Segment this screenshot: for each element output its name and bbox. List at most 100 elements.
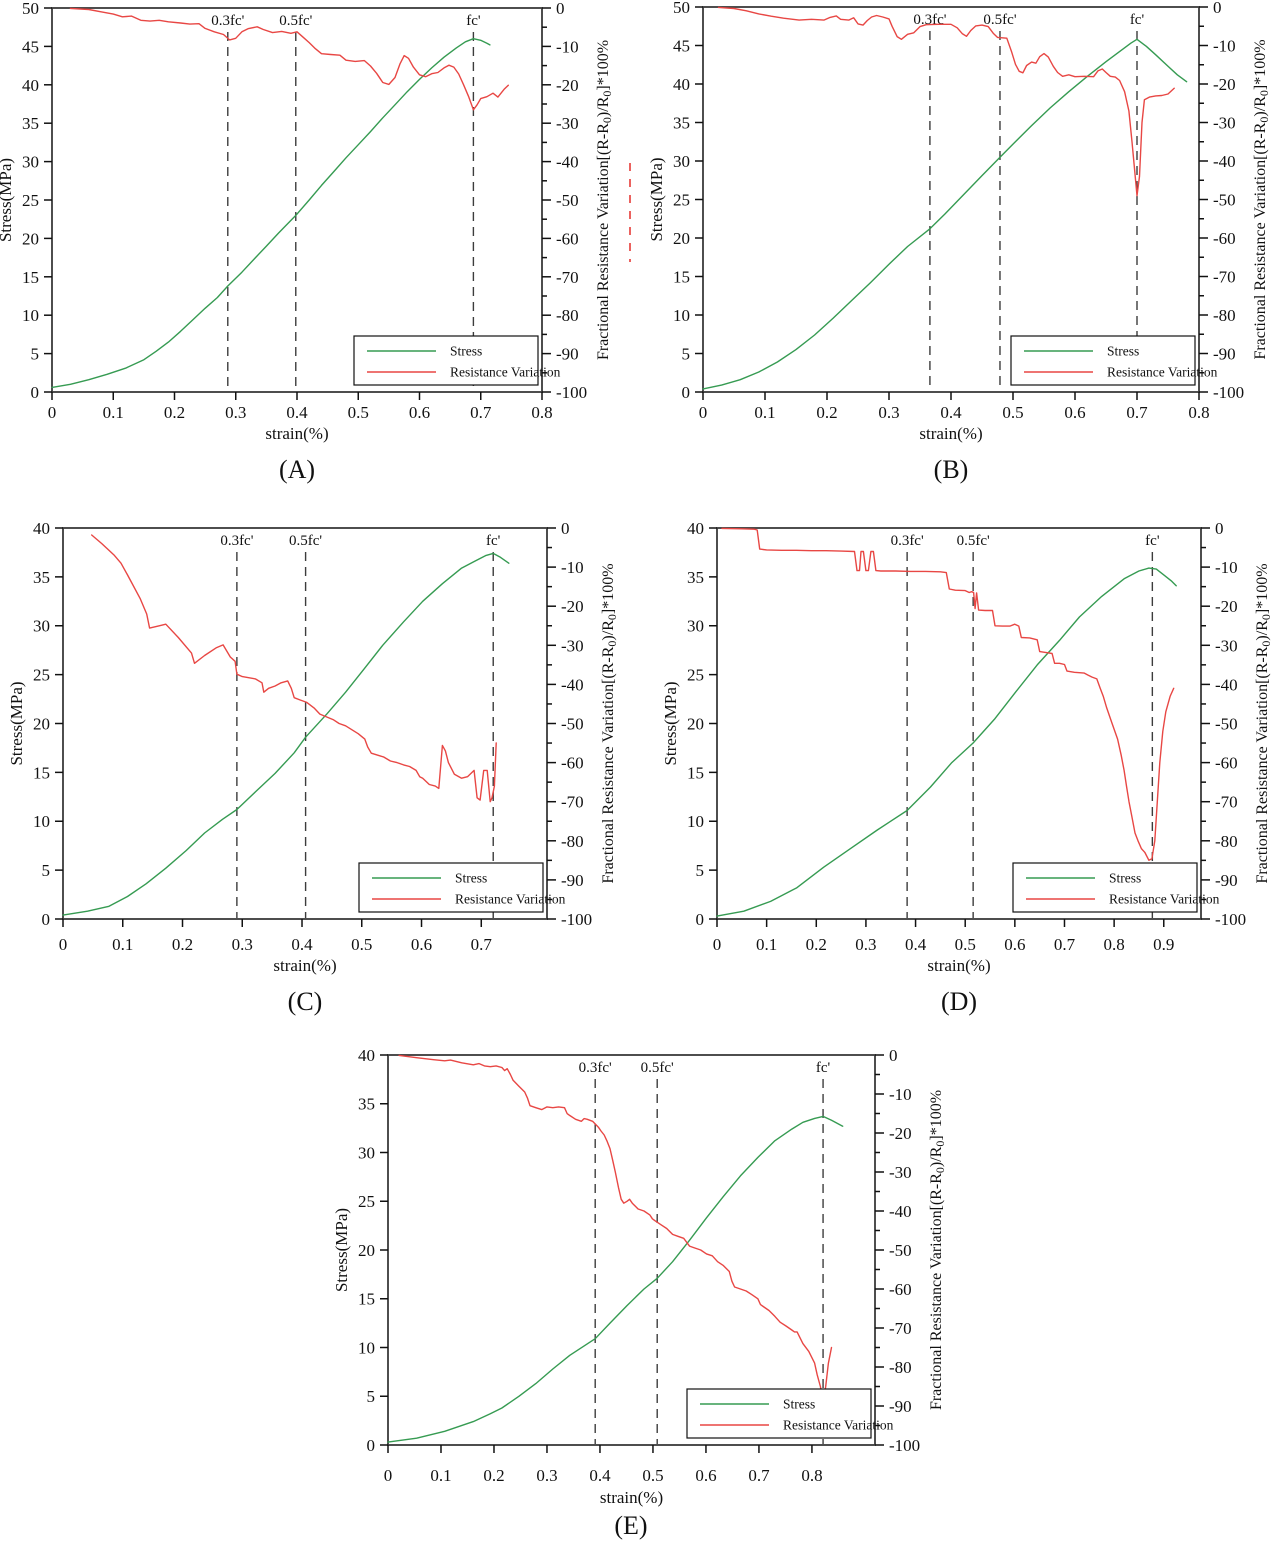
svg-text:30: 30 — [673, 152, 690, 171]
svg-text:0: 0 — [699, 403, 708, 422]
resistance-curve-A — [69, 7, 509, 111]
plot-frame — [716, 527, 1202, 920]
marker-label-E-2: fc' — [816, 1060, 831, 1076]
svg-text:0: 0 — [889, 1046, 898, 1065]
svg-text:-60: -60 — [561, 754, 584, 773]
svg-text:0.5: 0.5 — [351, 935, 372, 954]
svg-text:15: 15 — [22, 268, 39, 287]
svg-text:0: 0 — [556, 0, 565, 18]
svg-text:-80: -80 — [889, 1358, 912, 1377]
svg-text:-30: -30 — [889, 1163, 912, 1182]
svg-text:40: 40 — [358, 1046, 375, 1065]
svg-text:45: 45 — [22, 37, 39, 56]
legend-label-resistance: Resistance Variation — [1107, 365, 1218, 380]
legend-box — [358, 862, 544, 913]
svg-text:-80: -80 — [1213, 306, 1236, 325]
legend-label-stress: Stress — [783, 1397, 815, 1412]
svg-text:0.2: 0.2 — [164, 403, 185, 422]
svg-text:25: 25 — [673, 190, 690, 209]
legend-C: Stress Resistance Variation — [358, 862, 566, 913]
svg-text:0.1: 0.1 — [756, 935, 777, 954]
svg-text:30: 30 — [33, 617, 50, 636]
left-axis: 0 5 10 15 20 25 30 35 40 Stress(MPa) — [332, 1046, 388, 1455]
svg-text:0.3: 0.3 — [855, 935, 876, 954]
svg-text:0.4: 0.4 — [286, 403, 308, 422]
svg-text:20: 20 — [33, 714, 50, 733]
x-axis-title: strain(%) — [265, 424, 328, 443]
plot-frame — [702, 6, 1200, 393]
svg-text:0.9: 0.9 — [1153, 935, 1174, 954]
svg-text:0: 0 — [1215, 519, 1224, 538]
svg-text:0.5: 0.5 — [348, 403, 369, 422]
svg-text:0.7: 0.7 — [470, 403, 492, 422]
svg-text:-60: -60 — [889, 1280, 912, 1299]
caption-A: (A) — [279, 455, 315, 484]
svg-text:-20: -20 — [561, 597, 584, 616]
svg-text:0.5: 0.5 — [1002, 403, 1023, 422]
svg-text:0: 0 — [713, 935, 722, 954]
resistance-curve-B — [717, 6, 1175, 197]
caption-D: (D) — [941, 987, 977, 1016]
chart-C: 0.3fc' 0.5fc' fc' 0 5 10 15 20 25 30 35 40 Stress(MP… — [7, 519, 619, 975]
svg-text:-50: -50 — [561, 714, 584, 733]
svg-text:50: 50 — [22, 0, 39, 18]
stress-curve-B — [702, 38, 1188, 390]
marker-label-C-2: fc' — [486, 533, 501, 549]
marker-label-A-1: 0.5fc' — [279, 13, 312, 29]
svg-text:0.1: 0.1 — [112, 935, 133, 954]
svg-text:0.4: 0.4 — [589, 1466, 611, 1485]
legend-box — [1010, 335, 1196, 386]
x-axis: 0 0.1 0.2 0.3 0.4 0.5 0.6 0.7 0.8 strain(%) — [699, 392, 1210, 443]
svg-text:35: 35 — [358, 1095, 375, 1114]
svg-text:30: 30 — [687, 617, 704, 636]
right-axis: 0 -10 -20 -30 -40 -50 -60 -70 -80 -90 -100 Fraction… — [542, 0, 614, 402]
svg-text:0: 0 — [59, 935, 68, 954]
svg-text:40: 40 — [687, 519, 704, 538]
svg-text:15: 15 — [673, 267, 690, 286]
svg-text:25: 25 — [358, 1192, 375, 1211]
svg-text:35: 35 — [673, 113, 690, 132]
resistance-curve-D — [721, 527, 1175, 861]
svg-text:40: 40 — [673, 75, 690, 94]
svg-text:-30: -30 — [561, 636, 584, 655]
svg-text:-100: -100 — [889, 1436, 920, 1455]
svg-text:10: 10 — [358, 1338, 375, 1357]
legend-A: Stress Resistance Variation — [353, 335, 561, 386]
svg-text:-30: -30 — [1215, 636, 1238, 655]
svg-text:-40: -40 — [1215, 675, 1238, 694]
svg-text:-90: -90 — [556, 345, 579, 364]
svg-text:20: 20 — [687, 714, 704, 733]
marker-label-B-2: fc' — [1130, 12, 1145, 28]
stress-curve-D — [716, 567, 1177, 917]
svg-text:-90: -90 — [1213, 344, 1236, 363]
right-axis: 0 -10 -20 -30 -40 -50 -60 -70 -80 -90 -100 Fraction… — [875, 1046, 947, 1455]
svg-text:35: 35 — [22, 114, 39, 133]
svg-text:5: 5 — [31, 345, 40, 364]
svg-text:35: 35 — [687, 568, 704, 587]
svg-text:0.7: 0.7 — [471, 935, 493, 954]
legend-E: Stress Resistance Variation — [686, 1388, 894, 1439]
svg-text:-40: -40 — [1213, 152, 1236, 171]
x-axis: 0 0.1 0.2 0.3 0.4 0.5 0.6 0.7 0.8 strain(%) — [384, 1445, 823, 1507]
svg-text:-100: -100 — [556, 383, 587, 402]
marker-label-E-0: 0.3fc' — [579, 1060, 612, 1076]
svg-text:0.6: 0.6 — [1004, 935, 1025, 954]
chart-B: 0.3fc' 0.5fc' fc' 0 5 10 15 20 25 30 35 40 45 50 Stres… — [647, 0, 1271, 443]
svg-text:0: 0 — [48, 403, 57, 422]
x-axis: 0 0.1 0.2 0.3 0.4 0.5 0.6 0.7 0.8 strain(%) — [48, 392, 553, 443]
chart-A: 0.3fc' 0.5fc' fc' 0 5 10 15 20 25 30 35 40 45 50 Stres… — [0, 0, 631, 443]
plot-frame — [51, 7, 543, 393]
svg-text:10: 10 — [673, 306, 690, 325]
svg-text:0.4: 0.4 — [905, 935, 927, 954]
svg-text:50: 50 — [673, 0, 690, 17]
svg-text:0.8: 0.8 — [801, 1466, 822, 1485]
x-axis-title: strain(%) — [273, 956, 336, 975]
svg-text:0: 0 — [31, 383, 40, 402]
x-axis: 0 0.1 0.2 0.3 0.4 0.5 0.6 0.7 strain(%) — [59, 919, 493, 975]
left-axis: 0 5 10 15 20 25 30 35 40 45 50 Stress(MPa) — [647, 0, 703, 402]
svg-text:-50: -50 — [556, 191, 579, 210]
marker-label-C-0: 0.3fc' — [220, 533, 253, 549]
svg-text:0.1: 0.1 — [103, 403, 124, 422]
svg-text:-60: -60 — [1213, 229, 1236, 248]
